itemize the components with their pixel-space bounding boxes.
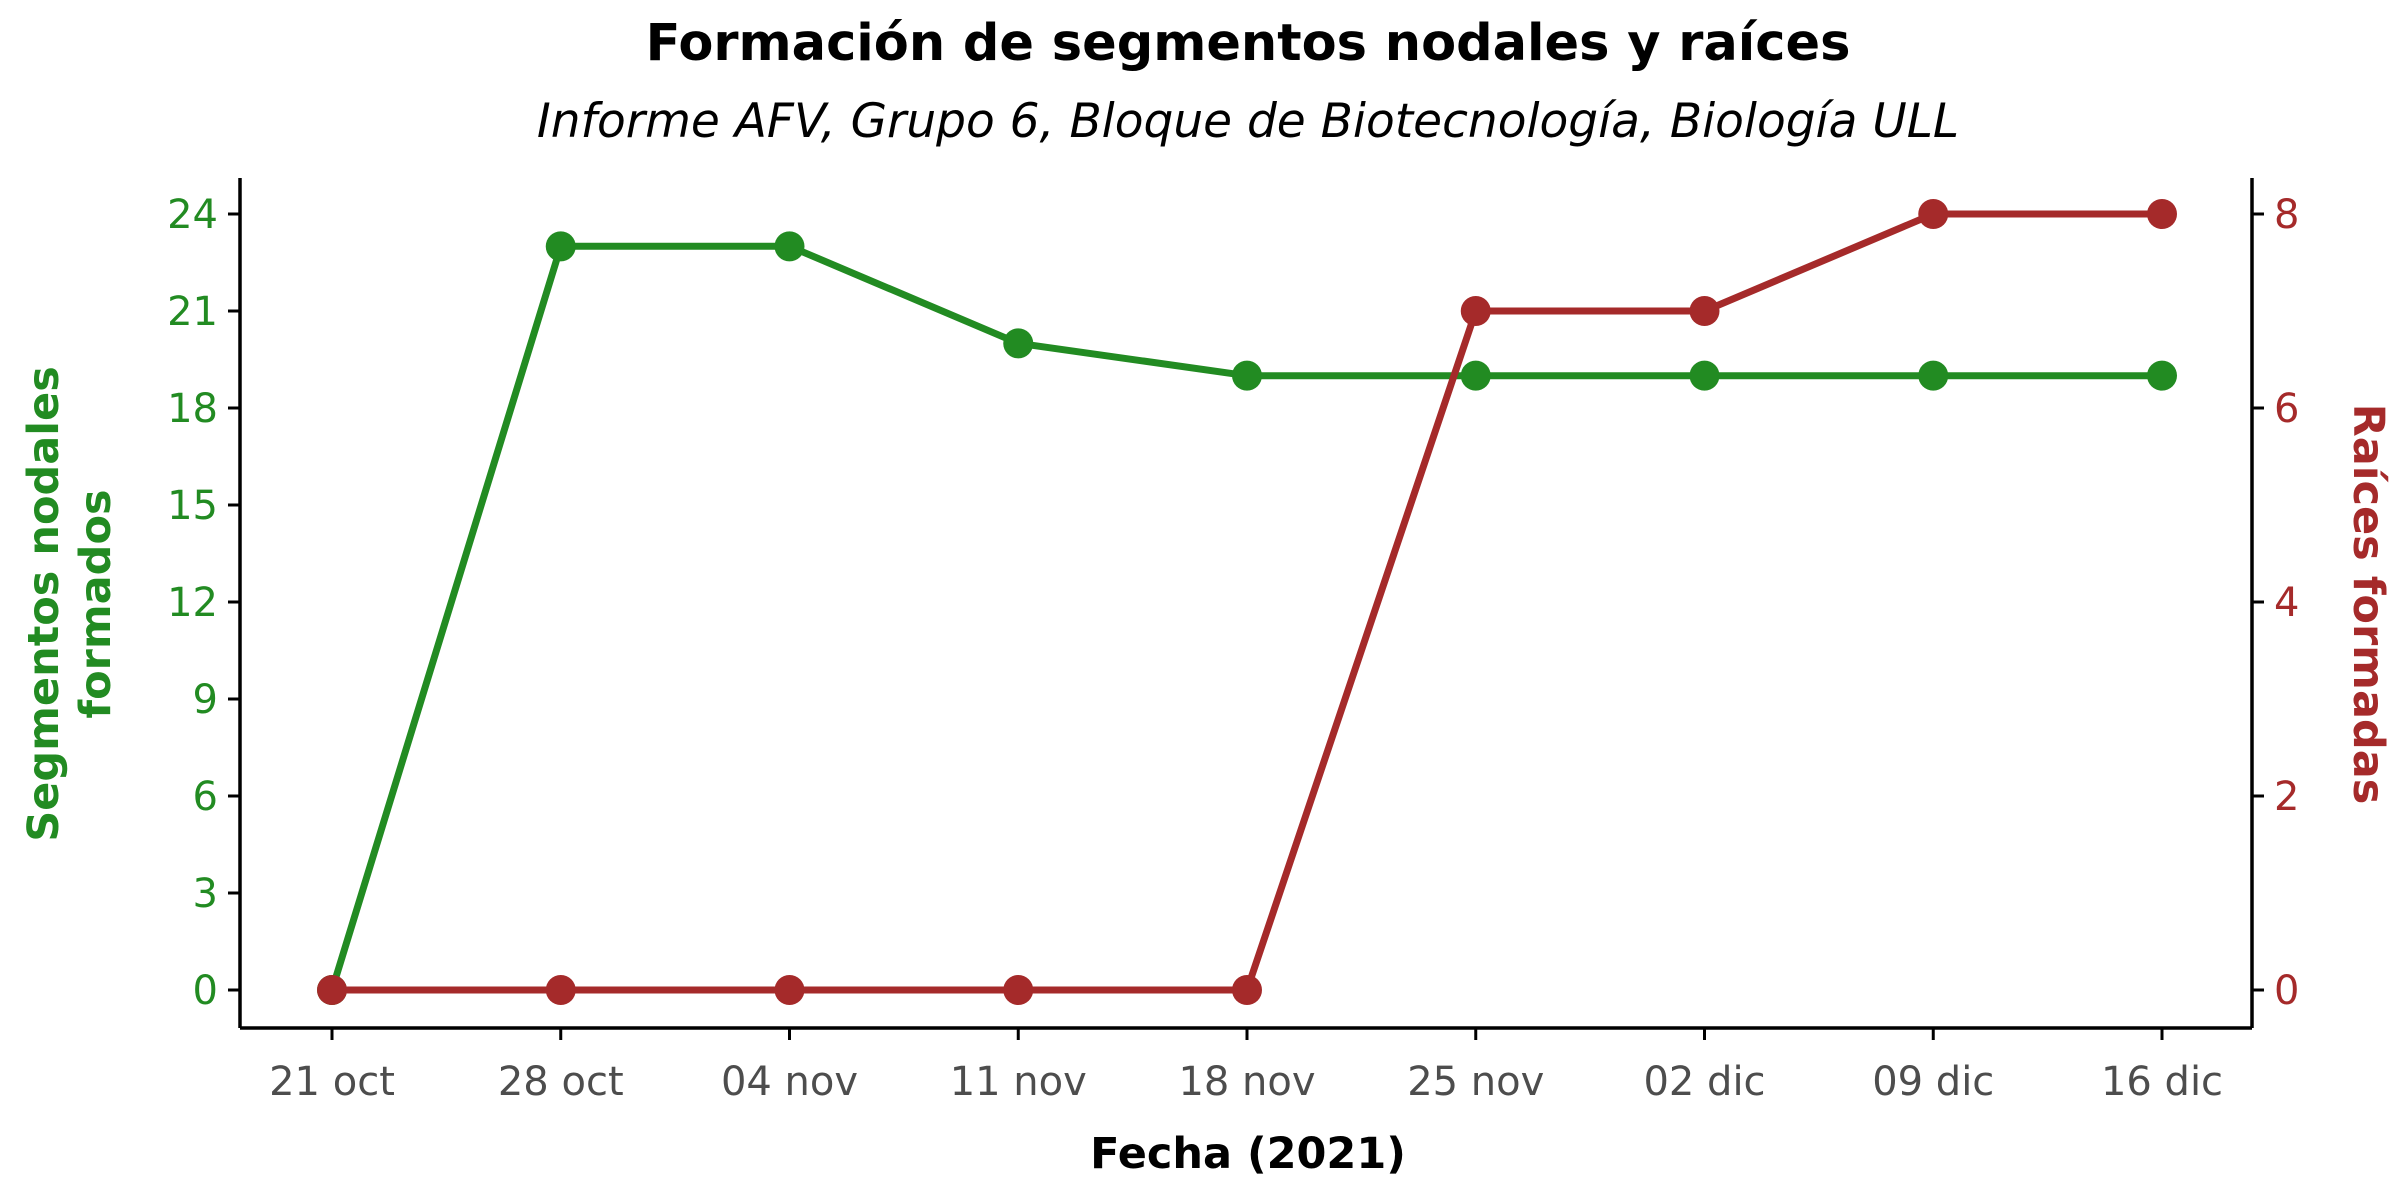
y-right-tick-label: 6 [2274,386,2299,432]
data-point-raices [1003,975,1034,1005]
data-point-raices [2147,199,2177,229]
x-tick-label: 21 oct [269,1059,395,1105]
data-point-segmentos [2147,360,2177,391]
plot-area: 21 oct 28 oct 04 nov 11 nov 18 nov 25 nov 02 d… [19,178,2393,1105]
y-left-tick-label: 24 [167,192,218,238]
chart-title: Formación de segmentos nodales y raíces [646,14,1851,73]
x-tick-label: 02 dic [1643,1059,1765,1105]
x-tick-label: 09 dic [1872,1059,1994,1105]
data-point-segmentos [1689,360,1720,391]
data-point-raices [774,975,805,1005]
data-point-segmentos [1232,360,1262,391]
x-tick-label: 18 nov [1178,1059,1315,1105]
y-left-tick-label: 12 [167,580,218,626]
y-left-tick-label: 18 [167,386,218,432]
data-point-raices [1689,296,1720,326]
x-tick-label: 04 nov [721,1059,858,1105]
x-tick-label: 11 nov [950,1059,1087,1105]
data-point-raices [317,975,347,1005]
y-left-tick-label: 0 [193,968,218,1014]
data-point-segmentos [1918,360,1949,391]
y-right-tick-label: 4 [2274,580,2299,626]
y-axis-right-title: Raíces formadas [2343,404,2393,805]
y-left-tick-label: 21 [167,289,218,335]
y-left-tick-label: 3 [193,871,218,917]
chart-subtitle: Informe AFV, Grupo 6, Bloque de Biotecno… [537,94,1959,149]
y-right-tick-label: 8 [2274,192,2299,238]
data-point-raices [1232,975,1262,1005]
y-axis-left-title-line: formados [71,489,121,718]
data-point-segmentos [1460,360,1491,391]
y-axis-left-title-line: Segmentos nodales [19,366,69,842]
series-line-segmentos [328,242,2162,992]
data-point-segmentos [545,231,576,262]
x-tick-label: 28 oct [498,1059,624,1105]
data-point-segmentos [1003,328,1034,359]
y-right-tick-label: 0 [2274,968,2299,1014]
series-line-raices [332,210,2162,994]
data-point-raices [545,975,576,1005]
x-tick-label: 16 dic [2101,1059,2223,1105]
x-tick-label: 25 nov [1407,1059,1544,1105]
y-right-tick-label: 2 [2274,774,2299,820]
y-axis-left-title: Segmentos nodalesformados [19,366,121,842]
data-point-raices [1918,199,1949,229]
y-left-tick-label: 15 [167,483,218,529]
y-left-tick-label: 9 [193,677,218,723]
y-left-tick-label: 6 [193,774,218,820]
data-point-raices [1460,296,1491,326]
data-point-segmentos [774,231,805,262]
x-axis-title: Fecha (2021) [1090,1129,1406,1179]
